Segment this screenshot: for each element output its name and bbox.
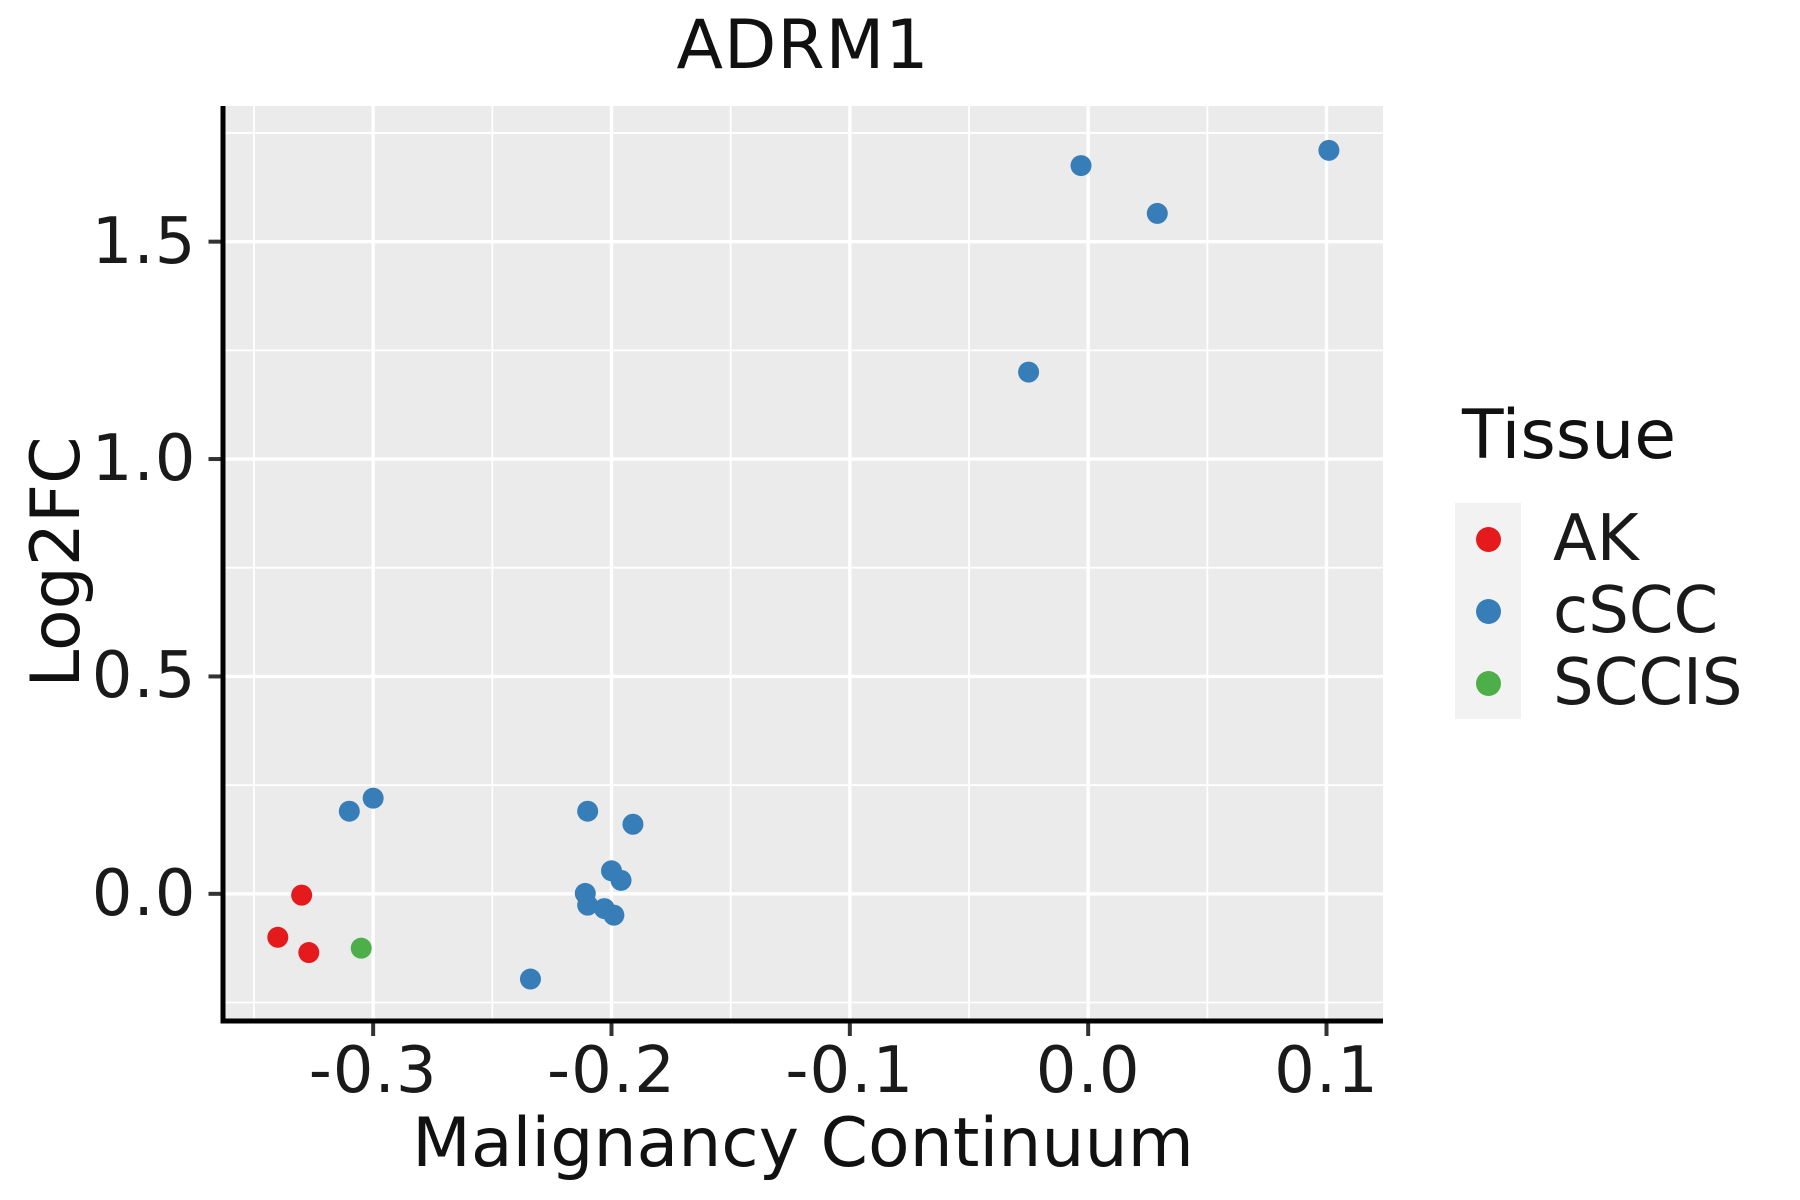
data-point-cscc — [610, 869, 632, 891]
legend-item-label: AK — [1553, 502, 1639, 576]
data-point-cscc — [338, 800, 360, 822]
data-point-cscc — [519, 968, 541, 990]
data-point-cscc — [577, 800, 599, 822]
data-point-ak — [291, 884, 313, 906]
data-point-cscc — [362, 787, 384, 809]
legend-item-cscc: cSCC — [1455, 575, 1795, 647]
x-tick-label: -0.2 — [547, 1034, 676, 1108]
y-tick-label: 1.0 — [91, 422, 197, 497]
data-point-ak — [267, 926, 289, 948]
data-point-ak — [298, 942, 320, 964]
data-point-cscc — [622, 813, 644, 835]
data-point-cscc — [1146, 202, 1168, 224]
data-point-sccis — [350, 937, 372, 959]
data-point-cscc — [1318, 139, 1340, 161]
sccis-dot-icon — [1476, 671, 1501, 696]
legend-key-swatch — [1455, 647, 1521, 719]
data-point-cscc — [1018, 361, 1040, 383]
x-tick-label: -0.1 — [785, 1034, 915, 1108]
y-tick-label: 1.5 — [91, 204, 197, 279]
x-tick-label: 0.0 — [1035, 1034, 1141, 1108]
cscc-dot-icon — [1476, 599, 1501, 624]
legend-items: AK cSCC SCCIS — [1455, 503, 1795, 719]
y-tick-label: 0.0 — [91, 856, 197, 931]
panel-background — [223, 106, 1383, 1021]
legend-title: Tissue — [1462, 396, 1677, 475]
x-tick-label: -0.3 — [308, 1034, 438, 1108]
ak-dot-icon — [1476, 527, 1501, 552]
legend-item-ak: AK — [1455, 503, 1795, 575]
legend-item-sccis: SCCIS — [1455, 647, 1795, 719]
legend-item-label: SCCIS — [1553, 646, 1743, 720]
data-point-cscc — [603, 904, 625, 926]
legend-key-swatch — [1455, 575, 1521, 647]
data-point-cscc — [577, 894, 599, 916]
data-point-cscc — [1070, 155, 1092, 177]
legend-item-label: cSCC — [1553, 574, 1719, 648]
x-axis-title: Malignancy Continuum — [412, 1104, 1194, 1183]
chart-title: ADRM1 — [676, 6, 930, 85]
y-tick-label: 0.5 — [91, 639, 197, 714]
legend-key-swatch — [1455, 503, 1521, 575]
y-axis-title: Log2FC — [17, 436, 96, 688]
x-tick-label: 0.1 — [1274, 1034, 1379, 1108]
